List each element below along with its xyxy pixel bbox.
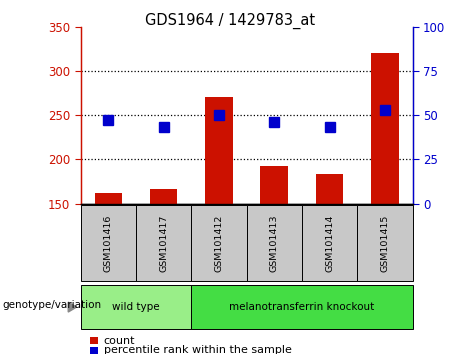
Text: genotype/variation: genotype/variation: [2, 300, 101, 310]
Text: GSM101414: GSM101414: [325, 215, 334, 272]
Text: GSM101415: GSM101415: [380, 215, 390, 272]
Bar: [95, 193, 122, 204]
Text: GSM101417: GSM101417: [159, 215, 168, 272]
Bar: [205, 97, 233, 204]
Bar: [260, 166, 288, 204]
Text: percentile rank within the sample: percentile rank within the sample: [104, 346, 292, 354]
Text: wild type: wild type: [112, 302, 160, 312]
Bar: [316, 175, 343, 204]
Text: GSM101412: GSM101412: [214, 215, 224, 272]
Text: GDS1964 / 1429783_at: GDS1964 / 1429783_at: [145, 12, 316, 29]
Text: GSM101416: GSM101416: [104, 215, 113, 272]
Text: melanotransferrin knockout: melanotransferrin knockout: [229, 302, 375, 312]
Bar: [371, 53, 399, 204]
Text: GSM101413: GSM101413: [270, 215, 279, 272]
Bar: [150, 189, 177, 204]
Text: count: count: [104, 336, 135, 346]
